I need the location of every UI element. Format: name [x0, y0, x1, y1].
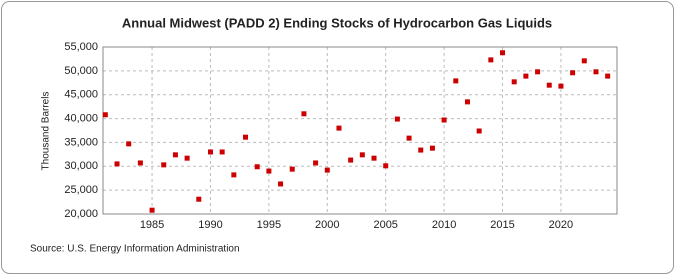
x-tick-label: 2015 [490, 219, 514, 231]
marker [535, 69, 541, 75]
y-tick-label: 30,000 [64, 160, 98, 172]
marker [605, 73, 611, 79]
marker [278, 181, 284, 187]
y-tick-label: 55,000 [64, 41, 98, 53]
marker [464, 99, 470, 105]
marker [511, 79, 517, 85]
marker [266, 168, 272, 174]
frame [1, 1, 674, 274]
marker [172, 152, 178, 158]
chart-title: Annual Midwest (PADD 2) Ending Stocks of… [122, 15, 552, 30]
marker [558, 83, 564, 89]
x-tick-label: 2000 [315, 219, 339, 231]
marker [371, 155, 377, 161]
y-tick-label: 35,000 [64, 136, 98, 148]
x-tick-label: 2005 [373, 219, 397, 231]
marker [500, 50, 506, 56]
marker [301, 111, 307, 117]
marker [114, 161, 120, 167]
marker [523, 73, 529, 79]
marker [359, 152, 365, 158]
marker [418, 147, 424, 153]
marker [476, 128, 482, 134]
marker [126, 141, 132, 147]
marker [207, 149, 213, 155]
marker [196, 196, 202, 202]
x-tick-label: 2020 [549, 219, 573, 231]
x-tick-label: 1990 [198, 219, 222, 231]
y-tick-label: 40,000 [64, 112, 98, 124]
marker [441, 117, 447, 123]
y-tick-label: 45,000 [64, 89, 98, 101]
marker [254, 164, 260, 170]
x-tick-label: 1995 [257, 219, 281, 231]
marker [184, 155, 190, 161]
plot-border [102, 46, 618, 215]
marker [231, 172, 237, 178]
x-tick-label: 1985 [140, 219, 164, 231]
marker [336, 125, 342, 131]
marker [593, 69, 599, 75]
marker [149, 207, 155, 213]
marker [581, 58, 587, 64]
marker [102, 112, 108, 118]
marker [546, 82, 552, 88]
marker [383, 163, 389, 169]
marker [137, 160, 143, 166]
marker [394, 116, 400, 122]
marker [161, 162, 167, 168]
marker [289, 166, 295, 172]
marker [313, 160, 319, 166]
y-tick-label: 20,000 [64, 208, 98, 220]
y-tick-label: 50,000 [64, 65, 98, 77]
marker [243, 134, 249, 140]
marker [488, 57, 494, 63]
x-tick-label: 2010 [432, 219, 456, 231]
marker [570, 70, 576, 76]
y-axis-label: Thousand Barrels [41, 92, 52, 171]
y-tick-label: 25,000 [64, 184, 98, 196]
marker [348, 157, 354, 163]
marker [406, 135, 412, 141]
source-note: Source: U.S. Energy Information Administ… [30, 244, 240, 255]
marker [324, 167, 330, 173]
marker [429, 145, 435, 151]
marker [453, 78, 459, 84]
marker [219, 149, 225, 155]
